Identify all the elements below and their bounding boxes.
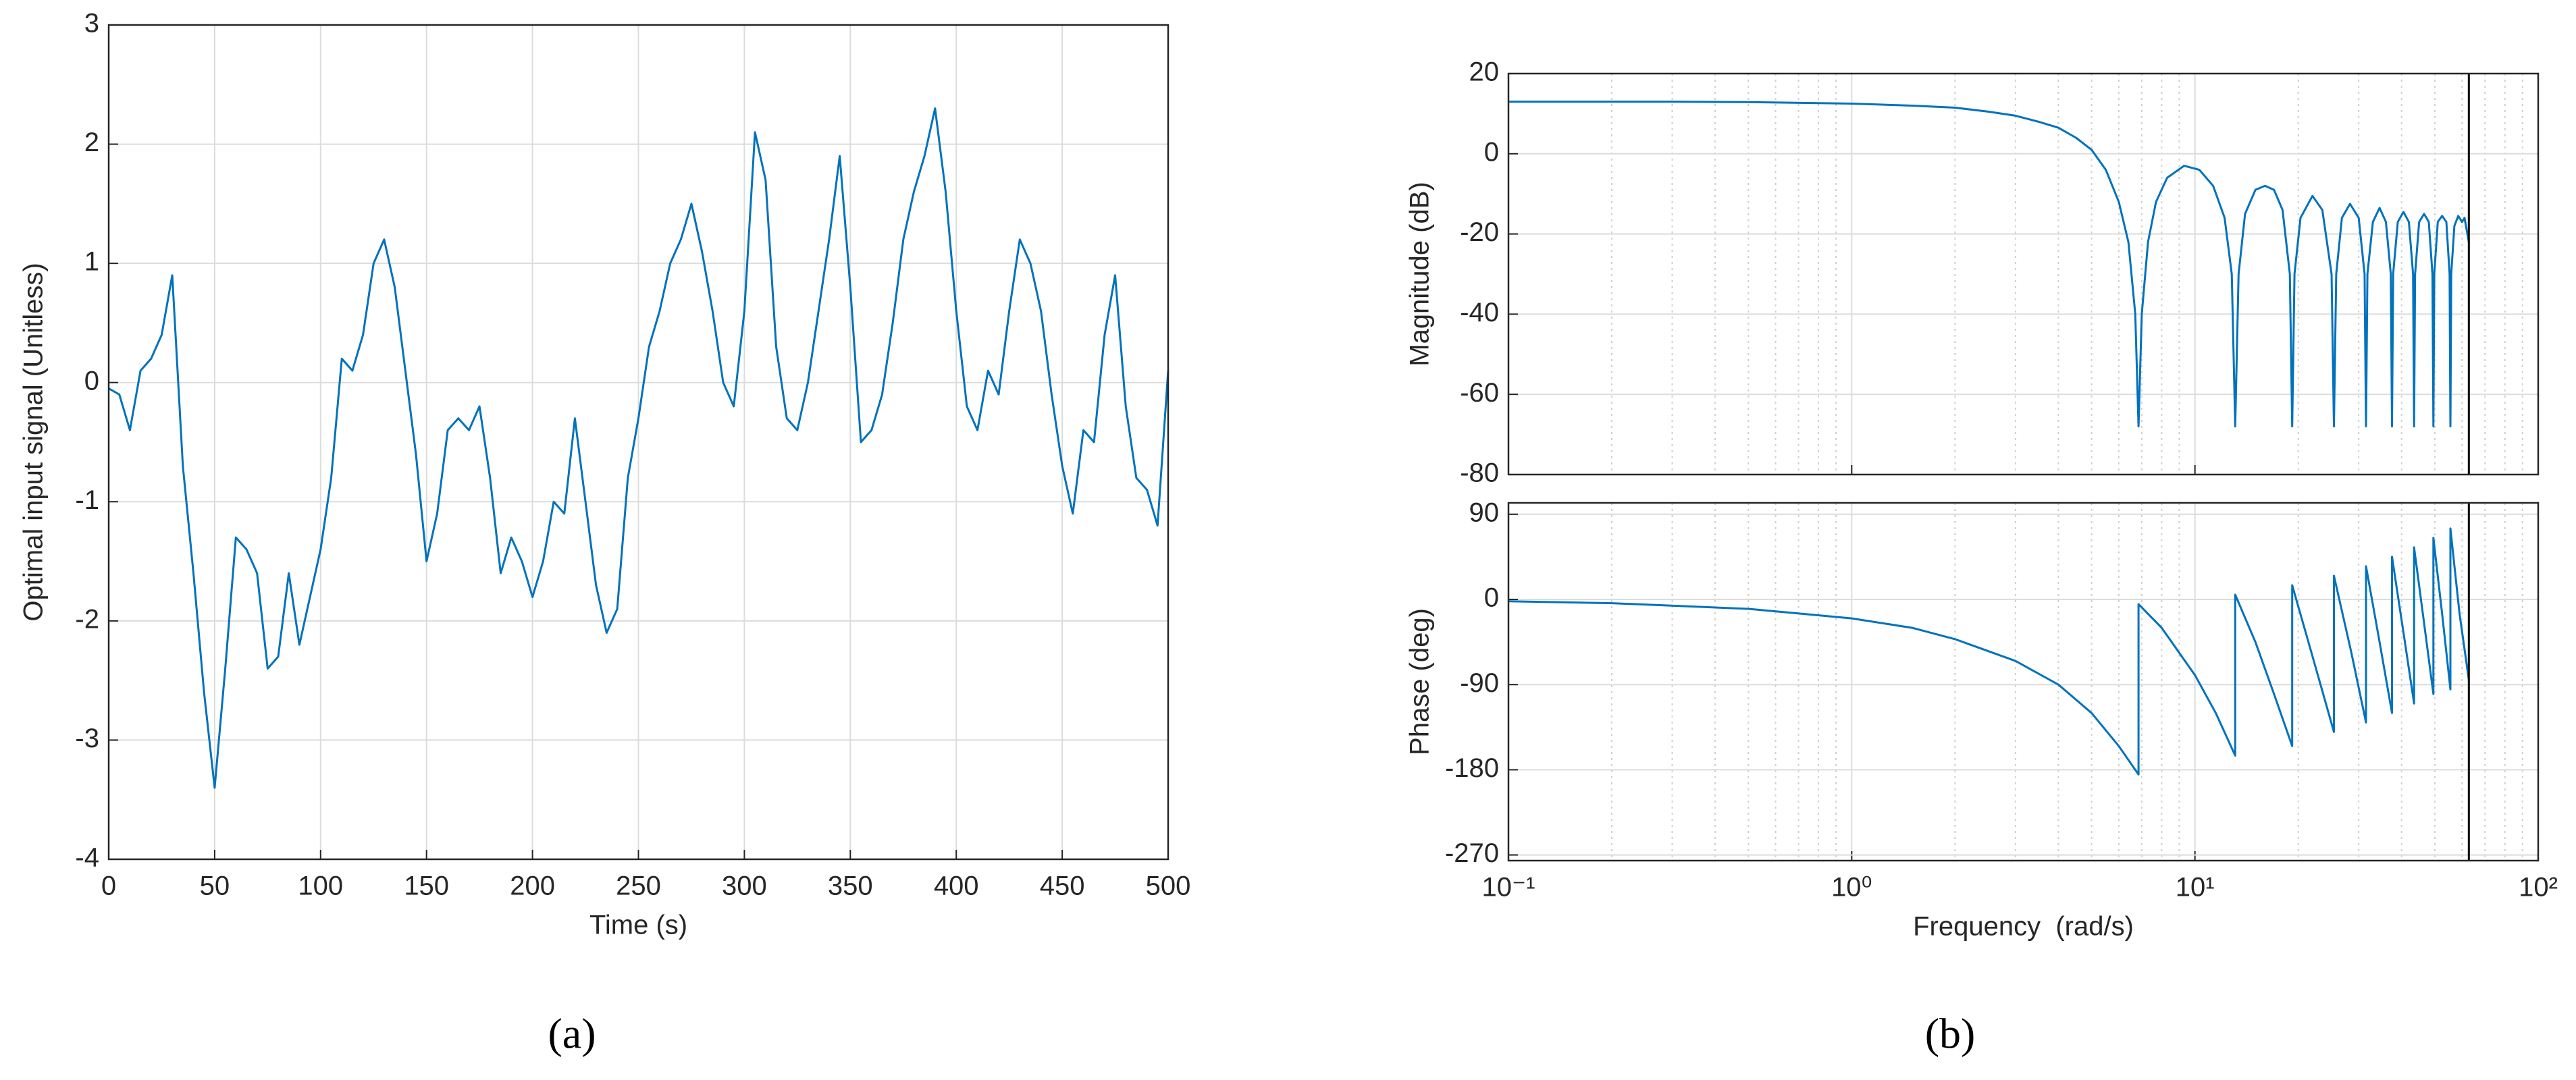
data-line <box>108 107 1169 789</box>
y-tick-label: 90 <box>1469 497 1500 527</box>
y-tick-label: 0 <box>84 366 99 396</box>
y-tick-label: -40 <box>1460 298 1499 327</box>
plot-area <box>1508 74 2538 475</box>
y-tick-label: -270 <box>1445 838 1499 868</box>
y-tick-label: -20 <box>1460 217 1499 247</box>
y-axis-label: Optimal input signal (Unitless) <box>19 263 49 621</box>
x-tick-label: 10² <box>2519 873 2558 902</box>
y-axis-label: Phase (deg) <box>1405 608 1435 755</box>
x-tick-label: 350 <box>828 871 873 901</box>
x-tick-label: 50 <box>200 871 230 901</box>
x-tick-label: 300 <box>722 871 767 901</box>
x-axis-label: Frequency (rad/s) <box>1913 912 2134 942</box>
x-tick-label: 400 <box>934 871 979 901</box>
y-tick-label: -180 <box>1445 753 1499 783</box>
x-tick-label: 10⁻¹ <box>1482 873 1535 902</box>
y-tick-label: 0 <box>1484 137 1499 167</box>
y-tick-label: -80 <box>1460 458 1499 488</box>
plot-area <box>1508 503 2538 861</box>
axes-box <box>1507 502 2540 862</box>
y-tick-label: 1 <box>84 247 99 277</box>
y-tick-label: -60 <box>1460 378 1499 408</box>
y-tick-label: -1 <box>75 485 99 515</box>
x-tick-label: 450 <box>1040 871 1085 901</box>
data-line <box>1508 527 2470 776</box>
x-tick-label: 500 <box>1146 871 1191 901</box>
caption: (a) <box>548 1010 596 1058</box>
x-tick-label: 250 <box>616 871 661 901</box>
caption: (b) <box>1925 1010 1976 1058</box>
y-tick-label: -4 <box>75 843 99 873</box>
y-tick-label: 0 <box>1484 583 1499 613</box>
y-tick-label: -3 <box>75 724 99 753</box>
x-tick-label: 10⁰ <box>1831 873 1872 902</box>
y-tick-label: 3 <box>84 9 99 38</box>
y-tick-label: -90 <box>1460 668 1499 698</box>
y-axis-label: Magnitude (dB) <box>1405 182 1435 366</box>
x-tick-label: 200 <box>510 871 555 901</box>
x-tick-label: 0 <box>101 871 116 901</box>
axes-box <box>1507 72 2540 476</box>
y-tick-label: 20 <box>1469 57 1500 87</box>
x-axis-label: Time (s) <box>589 911 687 940</box>
x-tick-label: 100 <box>298 871 343 901</box>
y-tick-label: -2 <box>75 604 99 634</box>
x-tick-label: 150 <box>404 871 449 901</box>
axes-box <box>107 24 1169 861</box>
y-tick-label: 2 <box>84 128 99 157</box>
x-tick-label: 10¹ <box>2176 873 2215 902</box>
data-line <box>1508 101 2470 428</box>
